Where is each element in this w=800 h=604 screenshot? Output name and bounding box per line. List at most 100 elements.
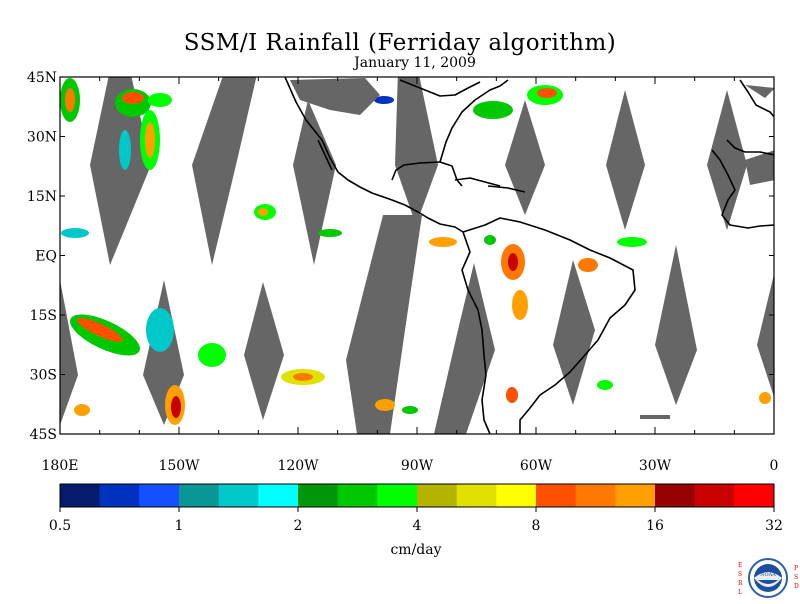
lon-label: 30W bbox=[639, 458, 672, 474]
swath-gap bbox=[192, 77, 257, 265]
swath-gap bbox=[707, 90, 747, 230]
colorbar-swatch bbox=[298, 484, 339, 507]
rain-patch bbox=[429, 237, 457, 247]
coastline bbox=[726, 139, 774, 156]
rain-patch bbox=[145, 122, 155, 158]
coastline bbox=[391, 161, 463, 187]
swath-gap bbox=[655, 245, 697, 405]
rain-patch bbox=[293, 373, 313, 381]
rain-patches bbox=[60, 78, 771, 425]
colorbar-swatch bbox=[575, 484, 616, 507]
logo-letter-p: P bbox=[794, 565, 798, 572]
lat-label: 30N bbox=[27, 130, 57, 146]
lat-label: 15S bbox=[30, 308, 57, 324]
coastline bbox=[711, 149, 774, 229]
colorbar-swatch bbox=[536, 484, 577, 507]
lon-label: 150W bbox=[158, 458, 200, 474]
swath-gap bbox=[90, 77, 151, 265]
colorbar-unit-label: cm/day bbox=[390, 542, 441, 558]
rain-patch bbox=[617, 237, 647, 247]
swath-gap bbox=[606, 90, 645, 230]
logo-letter-e: E bbox=[738, 562, 742, 569]
swath-gap bbox=[434, 263, 495, 434]
swath-gap bbox=[346, 215, 422, 434]
coastline bbox=[399, 79, 481, 97]
colorbar-tick-label: 1 bbox=[175, 518, 184, 534]
lat-label: 30S bbox=[30, 368, 57, 384]
colorbar-tick-label: 8 bbox=[532, 518, 541, 534]
colorbar-tick-label: 4 bbox=[413, 518, 422, 534]
coastline bbox=[462, 217, 636, 434]
colorbar-tick-label: 32 bbox=[765, 518, 783, 534]
noaa-seal-text: NOAA bbox=[760, 572, 776, 578]
coastline bbox=[439, 79, 509, 163]
coastline bbox=[359, 186, 464, 233]
rain-patch bbox=[77, 318, 123, 342]
rain-patch bbox=[65, 88, 75, 112]
rain-patch bbox=[318, 229, 342, 237]
swath-gap bbox=[505, 100, 545, 215]
colorbar-swatch bbox=[456, 484, 497, 507]
rain-patch bbox=[146, 308, 174, 352]
swath-gap bbox=[293, 100, 336, 265]
map-title: SSM/I Rainfall (Ferriday algorithm) bbox=[183, 30, 617, 56]
lat-label: 15N bbox=[27, 189, 57, 205]
rain-patch bbox=[506, 387, 518, 403]
coastlines bbox=[284, 77, 774, 434]
coastline bbox=[739, 79, 774, 119]
logo-letter-s2: S bbox=[794, 574, 798, 581]
colorbar-swatch bbox=[655, 484, 696, 507]
logo-letter-l: L bbox=[738, 589, 742, 596]
colorbar-swatch bbox=[337, 484, 378, 507]
rain-patch bbox=[122, 92, 144, 104]
rain-patch bbox=[375, 399, 395, 411]
map-ticks bbox=[59, 76, 775, 435]
swath-gap bbox=[60, 280, 78, 425]
land-no-data-patch bbox=[745, 150, 774, 185]
land-no-data-patch bbox=[745, 85, 774, 98]
coastline bbox=[284, 77, 361, 188]
colorbar-swatch bbox=[734, 484, 775, 507]
rain-patch bbox=[148, 93, 172, 107]
logo-letter-s: S bbox=[738, 571, 742, 578]
lon-label: 90W bbox=[401, 458, 434, 474]
rain-patch bbox=[374, 96, 394, 104]
colorbar-swatch bbox=[615, 484, 656, 507]
colorbar-tick-label: 0.5 bbox=[49, 518, 71, 534]
lat-label: EQ bbox=[35, 249, 57, 265]
colorbar-tick-label: 16 bbox=[646, 518, 664, 534]
colorbar-swatch bbox=[139, 484, 180, 507]
rain-patch bbox=[578, 258, 598, 272]
latitude-labels: 45N 30N 15N EQ 15S 30S 45S bbox=[27, 70, 57, 443]
rain-patch bbox=[512, 290, 528, 320]
rain-patch bbox=[74, 404, 90, 416]
lat-label: 45S bbox=[30, 427, 57, 443]
colorbar-tick-labels: 0.5 1 2 4 8 16 32 bbox=[49, 507, 783, 534]
rain-patch bbox=[473, 101, 513, 119]
lon-label: 60W bbox=[520, 458, 553, 474]
swath-gap bbox=[395, 77, 438, 225]
colorbar-tick-label: 2 bbox=[294, 518, 303, 534]
logo-letter-r: R bbox=[738, 580, 743, 587]
map-date: January 11, 2009 bbox=[354, 55, 476, 71]
rain-patch bbox=[258, 208, 268, 216]
coastline bbox=[454, 177, 501, 187]
map-area bbox=[60, 77, 774, 434]
rain-patch bbox=[119, 130, 131, 170]
coastline bbox=[487, 185, 526, 193]
colorbar-swatch bbox=[417, 484, 458, 507]
lat-label: 45N bbox=[27, 70, 57, 86]
land-no-data-patch bbox=[640, 415, 670, 419]
noaa-logo: E S R L P S D NOAA bbox=[736, 556, 800, 600]
rain-patch bbox=[759, 392, 771, 404]
coastline bbox=[461, 231, 491, 434]
land-no-data-patch bbox=[290, 78, 380, 115]
lon-label: 0 bbox=[770, 458, 779, 474]
rain-patch bbox=[198, 343, 226, 367]
coastline bbox=[317, 139, 333, 171]
rain-patch bbox=[537, 88, 557, 98]
colorbar bbox=[59, 483, 775, 508]
colorbar-swatch bbox=[179, 484, 220, 507]
colorbar-swatch bbox=[99, 484, 140, 507]
